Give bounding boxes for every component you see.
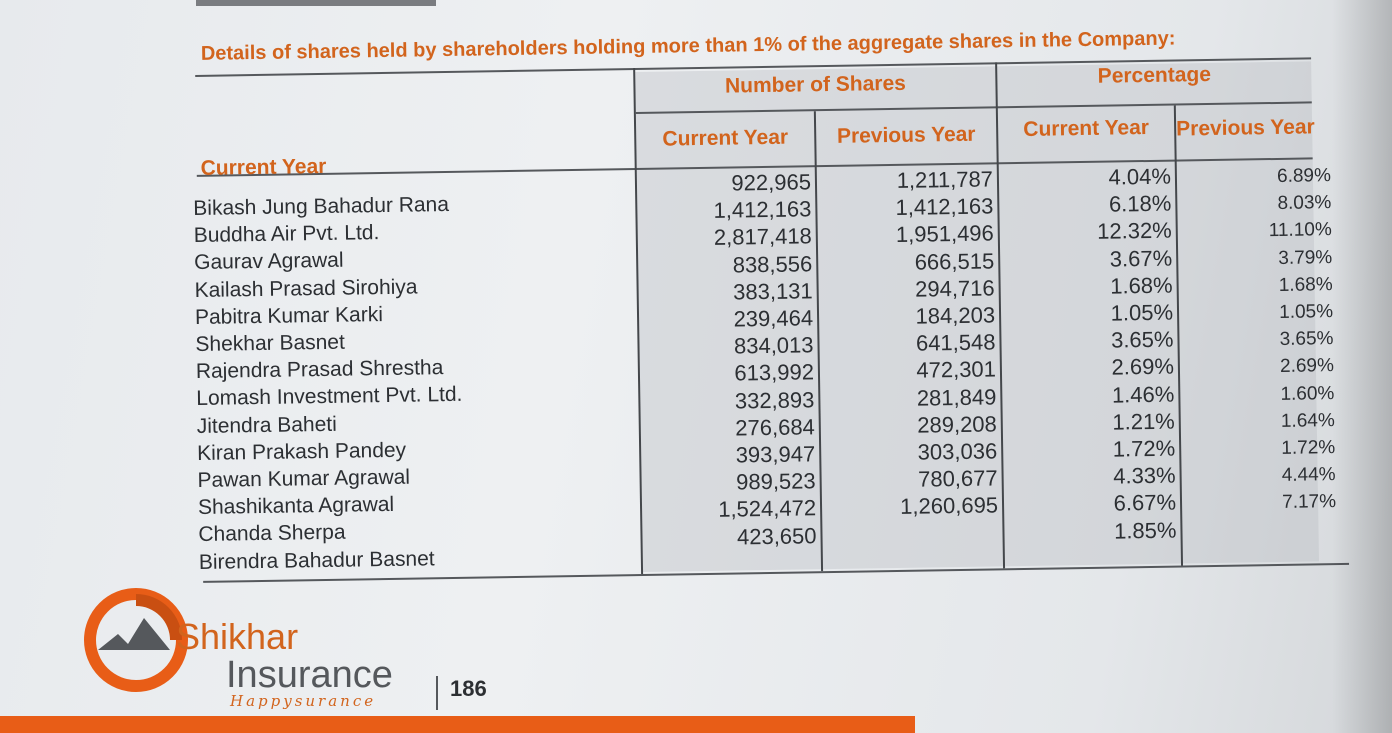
- shares-current-column: 922,965 1,412,163 2,817,418 838,556 383,131 2…: [637, 169, 820, 592]
- shares-previous-cell: 1,211,787: [896, 166, 994, 193]
- pct-current-cell: 1.05%: [1110, 299, 1174, 326]
- pct-previous-cell: 1.60%: [1280, 382, 1335, 405]
- pct-current-column: 4.04% 6.18% 12.32% 3.67% 1.68% 1.05% 3.65% 2.69…: [1007, 164, 1180, 587]
- shareholder-name: Kailash Prasad Sirohiya: [194, 275, 418, 302]
- page-edge-shadow: [1332, 0, 1392, 733]
- pct-current-cell: 4.33%: [1113, 462, 1176, 489]
- shares-previous-cell: 1,260,695: [900, 492, 999, 520]
- shareholder-name: Lomash Investment Pvt. Ltd.: [196, 383, 463, 411]
- shares-current-cell: 332,893: [734, 386, 815, 414]
- shares-previous-cell: 472,301: [916, 356, 997, 384]
- shares-previous-cell: 1,412,163: [895, 193, 994, 221]
- shares-current-cell: 423,650: [736, 522, 817, 550]
- shareholder-name: Jitendra Baheti: [196, 412, 337, 438]
- shares-previous-cell: 666,515: [914, 248, 995, 275]
- pct-previous-cell: 7.17%: [1282, 491, 1337, 514]
- shares-previous-cell: 1,951,496: [895, 220, 994, 248]
- footer-accent-bar: [0, 716, 915, 733]
- pct-current-cell: 6.18%: [1108, 190, 1172, 217]
- shares-current-cell: 393,947: [735, 441, 816, 468]
- pct-current-cell: 12.32%: [1096, 218, 1172, 245]
- pct-previous-cell: 3.79%: [1278, 246, 1333, 269]
- logo-wordmark-shikhar: Shikhar: [176, 616, 299, 657]
- shareholder-names: Bikash Jung Bahadur Rana Buddha Air Pvt. …: [193, 190, 620, 617]
- header-shares-previous-year: Previous Year: [836, 122, 976, 148]
- pct-current-cell: 1.46%: [1111, 381, 1175, 408]
- shares-current-cell: 838,556: [732, 250, 813, 278]
- shares-previous-cell: 641,548: [915, 329, 996, 356]
- mountain-logo-icon: [84, 588, 188, 692]
- pct-current-cell: 1.21%: [1112, 408, 1175, 435]
- pct-current-cell: 4.04%: [1108, 163, 1172, 190]
- shareholder-name: Kiran Prakash Pandey: [196, 438, 407, 465]
- shareholder-name: Gaurav Agrawal: [193, 249, 344, 275]
- shareholder-name: Shekhar Basnet: [195, 330, 346, 356]
- pct-current-cell: 3.65%: [1110, 326, 1174, 353]
- pct-previous-column: 6.89% 8.03% 11.10% 3.79% 1.68% 1.05% 3.65% 2.69…: [1179, 161, 1338, 583]
- shares-previous-cell: 303,036: [917, 438, 998, 465]
- shareholder-name: Shashikanta Agrawal: [197, 493, 395, 520]
- shikhar-insurance-logo: Shikhar Insurance Happysurance: [84, 588, 424, 718]
- shares-previous-cell: 281,849: [916, 383, 997, 411]
- header-pct-current-year: Current Year: [1023, 115, 1150, 141]
- pct-current-cell: 1.85%: [1113, 517, 1177, 544]
- shares-current-cell: 1,412,163: [713, 196, 812, 224]
- pct-previous-cell: 1.05%: [1279, 301, 1334, 323]
- shares-current-cell: 239,464: [733, 305, 814, 332]
- shares-current-cell: 1,524,472: [718, 495, 817, 523]
- shares-current-cell: 922,965: [731, 169, 812, 196]
- pct-current-cell: 2.69%: [1111, 353, 1175, 380]
- header-pct-previous-year: Previous Year: [1175, 115, 1315, 141]
- pct-previous-cell: 8.03%: [1277, 192, 1332, 215]
- row-header-current-year: Current Year: [200, 154, 327, 180]
- pct-current-cell: 3.67%: [1109, 245, 1173, 272]
- shares-current-cell: 276,684: [735, 414, 815, 441]
- page-number-separator: [436, 676, 438, 710]
- page-number: 186: [450, 676, 487, 701]
- shares-current-cell: 613,992: [734, 359, 815, 386]
- shareholder-name: Birendra Bahadur Basnet: [198, 546, 435, 574]
- shares-current-cell: 383,131: [732, 278, 813, 305]
- header-shares-current-year: Current Year: [662, 125, 789, 151]
- shareholder-name: Rajendra Prasad Shrestha: [195, 356, 444, 384]
- pct-current-cell: 6.67%: [1113, 489, 1177, 516]
- header-percentage: Percentage: [1097, 62, 1212, 88]
- shares-current-cell: 834,013: [733, 332, 814, 359]
- shares-previous-cell: 294,716: [914, 275, 995, 302]
- shares-previous-cell: 289,208: [917, 411, 997, 438]
- top-rule: [196, 0, 436, 6]
- shares-current-cell: 989,523: [735, 468, 816, 495]
- shareholder-name: Pawan Kumar Agrawal: [197, 465, 411, 492]
- pct-previous-cell: 1.68%: [1278, 273, 1333, 296]
- shares-previous-cell: 780,677: [917, 465, 998, 492]
- pct-previous-cell: 2.69%: [1279, 355, 1335, 378]
- pct-previous-cell: 3.65%: [1279, 328, 1334, 351]
- shares-previous-column: 1,211,787 1,412,163 1,951,496 666,515 294,71…: [817, 166, 1002, 589]
- pct-previous-cell: 11.10%: [1268, 219, 1332, 242]
- pct-current-cell: 1.68%: [1110, 272, 1173, 299]
- pct-previous-cell: 4.44%: [1281, 464, 1336, 487]
- pct-previous-cell: 1.64%: [1280, 409, 1335, 432]
- shareholder-name: Chanda Sherpa: [198, 521, 346, 547]
- shareholder-name: Pabitra Kumar Karki: [194, 302, 384, 329]
- logo-wordmark-insurance: Insurance: [226, 654, 393, 696]
- pct-previous-cell: 6.89%: [1276, 165, 1332, 187]
- shareholder-name: Bikash Jung Bahadur Rana: [193, 192, 450, 220]
- table-title: Details of shares held by shareholders h…: [200, 27, 1176, 65]
- logo-tagline: Happysurance: [230, 692, 377, 710]
- shareholder-name: Buddha Air Pvt. Ltd.: [193, 221, 380, 248]
- pct-previous-cell: 1.72%: [1281, 437, 1336, 459]
- shares-current-cell: 2,817,418: [713, 223, 813, 251]
- pct-current-cell: 1.72%: [1112, 435, 1176, 462]
- shares-previous-cell: 184,203: [915, 302, 996, 329]
